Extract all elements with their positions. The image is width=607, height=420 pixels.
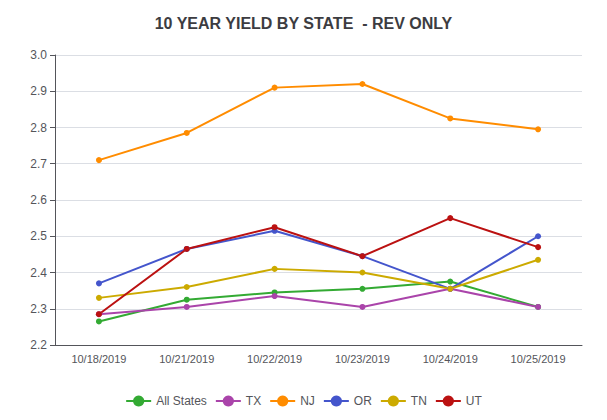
svg-text:10 YEAR YIELD BY STATE - REV: 10 YEAR YIELD BY STATE - REV ONLY <box>155 15 453 32</box>
svg-text:All States: All States <box>156 394 207 408</box>
svg-text:10/25/2019: 10/25/2019 <box>511 353 566 365</box>
svg-text:2.9: 2.9 <box>30 84 47 98</box>
svg-text:OR: OR <box>354 394 372 408</box>
svg-text:2.5: 2.5 <box>30 229 47 243</box>
svg-text:TN: TN <box>411 394 427 408</box>
svg-text:2.4: 2.4 <box>30 266 47 280</box>
svg-text:NJ: NJ <box>300 394 315 408</box>
svg-text:TX: TX <box>246 394 261 408</box>
svg-text:10/18/2019: 10/18/2019 <box>71 353 126 365</box>
svg-text:UT: UT <box>466 394 483 408</box>
svg-text:10/21/2019: 10/21/2019 <box>159 353 214 365</box>
svg-text:2.6: 2.6 <box>30 193 47 207</box>
svg-text:10/23/2019: 10/23/2019 <box>335 353 390 365</box>
svg-text:10/24/2019: 10/24/2019 <box>423 353 478 365</box>
svg-text:2.7: 2.7 <box>30 157 47 171</box>
svg-text:10/22/2019: 10/22/2019 <box>247 353 302 365</box>
svg-text:2.3: 2.3 <box>30 302 47 316</box>
svg-text:3.0: 3.0 <box>30 48 47 62</box>
svg-text:2.2: 2.2 <box>30 338 47 352</box>
svg-text:2.8: 2.8 <box>30 121 47 135</box>
